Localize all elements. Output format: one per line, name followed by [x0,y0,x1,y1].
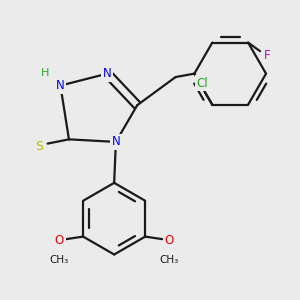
Text: O: O [164,234,174,248]
Text: S: S [35,140,43,153]
Text: N: N [103,67,112,80]
Text: CH₃: CH₃ [50,255,69,265]
Text: N: N [56,79,65,92]
Text: N: N [112,135,120,148]
Text: F: F [264,49,270,62]
Text: CH₃: CH₃ [160,255,179,265]
Text: Cl: Cl [196,77,208,90]
Text: O: O [55,234,64,248]
Text: H: H [41,68,49,78]
